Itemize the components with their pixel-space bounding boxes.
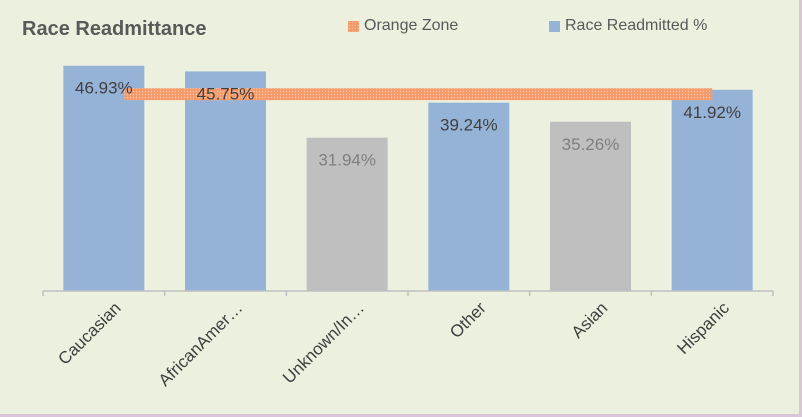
x-tick-label-4: Asian: [568, 298, 612, 342]
orange-zone-line: [124, 88, 713, 101]
bar-4: [550, 121, 631, 291]
legend-item-orange-zone: Orange Zone: [348, 17, 458, 35]
data-label-5: 41.92%: [683, 103, 741, 122]
bar-3: [428, 102, 510, 291]
data-label-2: 31.94%: [318, 151, 376, 170]
legend-swatch-race-readmitted: [549, 20, 560, 32]
chart-title: Race Readmittance: [22, 18, 207, 40]
bar-1: [185, 71, 266, 292]
legend-swatch-orange-zone: [348, 20, 359, 32]
legend-label-orange-zone: Orange Zone: [364, 17, 459, 34]
x-tick-label-2: Unknown/In…: [279, 298, 368, 387]
x-axis: Caucasian AfricanAmer… Unknown/In… Other Asi…: [42, 290, 774, 390]
x-tick-label-3: Other: [446, 298, 490, 342]
data-label-1: 45.75%: [197, 84, 255, 103]
legend-label-race-readmitted: Race Readmitted %: [565, 17, 708, 34]
data-labels-layer: 46.93% 45.75% 31.94% 39.24% 35.26% 41.92%: [75, 79, 741, 170]
x-tick-label-5: Hispanic: [673, 298, 733, 358]
bars-layer: [63, 65, 753, 292]
data-label-0: 46.93%: [75, 79, 133, 98]
x-tick-label-0: Caucasian: [54, 298, 124, 368]
bar-2: [306, 137, 388, 291]
bar-0: [63, 65, 145, 292]
legend-item-race-readmitted: Race Readmitted %: [549, 17, 707, 35]
reference-layer: [124, 88, 713, 101]
x-tick-label-1: AfricanAmer…: [155, 298, 247, 390]
data-label-3: 39.24%: [440, 116, 498, 135]
bar-5: [671, 89, 753, 291]
data-label-4: 35.26%: [562, 135, 620, 154]
